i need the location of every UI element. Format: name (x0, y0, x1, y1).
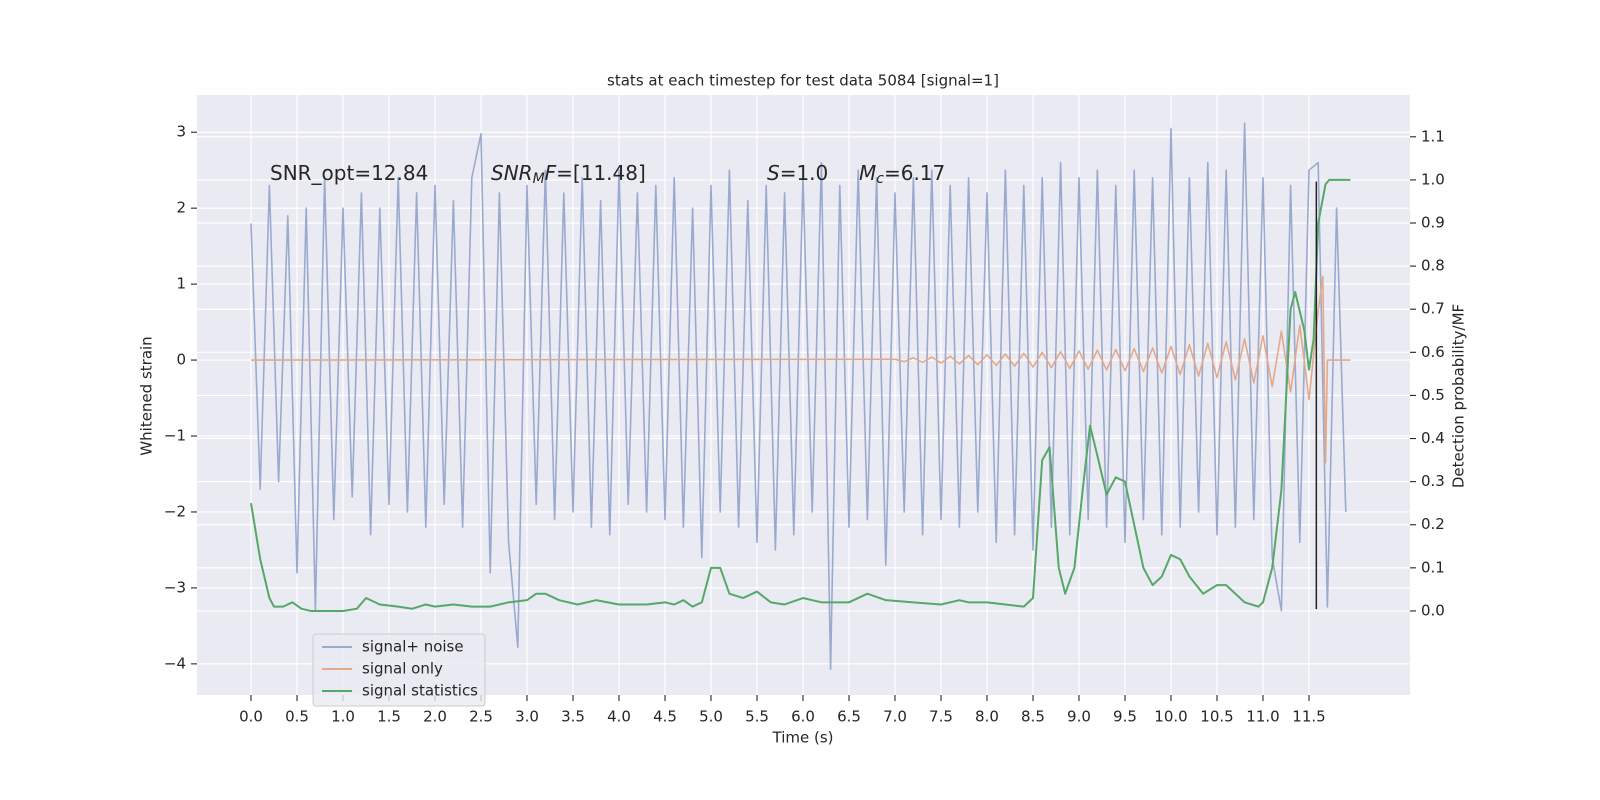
x-tick-label: 0.5 (285, 708, 309, 726)
annotation-part: SNR (491, 161, 533, 185)
y2-tick-label: 0.6 (1421, 343, 1445, 361)
x-tick-label: 5.5 (745, 708, 769, 726)
annotation: SNRMF=[11.48] (491, 161, 646, 188)
y2-tick-label: 1.1 (1421, 127, 1445, 145)
x-tick-label: 1.0 (331, 708, 355, 726)
legend-label: signal only (362, 660, 443, 678)
y-tick-label: 2 (176, 199, 186, 217)
x-tick-label: 11.0 (1246, 708, 1279, 726)
marks (250, 122, 1351, 670)
y-axis-label: Whitened strain (138, 336, 156, 455)
legend: signal+ noise signal only signal statistic… (312, 633, 486, 707)
y2-tick-label: 1.0 (1421, 170, 1445, 188)
y2-tick-label: 0.8 (1421, 257, 1445, 275)
ticks: 0.0 0.5 1.0 1.5 2.0 2.5 3.0 3.5 4.0 4.5 5.0 5.5 6.0 6… (164, 123, 1445, 726)
x-tick-label: 0.0 (239, 708, 263, 726)
x-tick-label: 10.5 (1200, 708, 1233, 726)
x-tick-label: 5.0 (699, 708, 723, 726)
y-tick-label: −2 (164, 502, 186, 520)
y-tick-label: 1 (176, 275, 186, 293)
y2-tick-label: 0.7 (1421, 300, 1445, 318)
y2-tick-label: 0.5 (1421, 386, 1445, 404)
annotation-part: F (545, 161, 557, 185)
x-tick-label: 6.5 (837, 708, 861, 726)
y2-tick-label: 0.3 (1421, 472, 1445, 490)
annotation: Mc=6.17 (859, 161, 945, 188)
x-axis-label: Time (s) (772, 729, 834, 747)
y2-tick-label: 0.2 (1421, 515, 1445, 533)
x-tick-label: 9.0 (1067, 708, 1091, 726)
y-tick-label: −1 (164, 427, 186, 445)
y2-axis-label: Detection probability/MF (1450, 304, 1468, 488)
y-tick-label: −3 (164, 578, 186, 596)
series-line (250, 178, 1351, 612)
x-tick-label: 2.5 (469, 708, 493, 726)
legend-label: signal statistics (362, 682, 478, 700)
x-tick-label: 8.0 (975, 708, 999, 726)
legend-label: signal+ noise (362, 638, 464, 656)
x-tick-label: 11.5 (1292, 708, 1325, 726)
y-tick-label: −4 (164, 654, 186, 672)
x-tick-label: 4.0 (607, 708, 631, 726)
y2-tick-label: 0.4 (1421, 429, 1445, 447)
legend-box (312, 633, 486, 707)
annotation-part: =1.0 (780, 161, 829, 185)
x-tick-label: 10.0 (1154, 708, 1187, 726)
annotation: SNR_opt=12.84 (270, 161, 428, 185)
x-tick-label: 1.5 (377, 708, 401, 726)
x-tick-label: 3.5 (561, 708, 585, 726)
annotation-part: c (876, 171, 884, 187)
y2-tick-label: 0.0 (1421, 601, 1445, 619)
series-line (250, 275, 1351, 464)
y-tick-label: 0 (176, 351, 186, 369)
annotation: S=1.0 (767, 161, 828, 185)
x-tick-label: 6.0 (791, 708, 815, 726)
y2-tick-label: 0.9 (1421, 214, 1445, 232)
x-tick-label: 3.0 (515, 708, 539, 726)
x-tick-label: 8.5 (1021, 708, 1045, 726)
annotation-part: SNR_opt=12.84 (270, 161, 428, 185)
x-tick-label: 2.0 (423, 708, 447, 726)
y2-tick-label: 0.1 (1421, 558, 1445, 576)
annotations: SNR_opt=12.84 SNRMF=[11.48] S=1.0 Mc=6.17 (270, 161, 945, 188)
x-tick-label: 7.0 (883, 708, 907, 726)
annotation-part: M (859, 161, 876, 185)
series-line (250, 122, 1347, 670)
annotation-part: =[11.48] (556, 161, 646, 185)
annotation-part: =6.17 (884, 161, 945, 185)
annotation-part: S (767, 161, 780, 185)
x-tick-label: 9.5 (1113, 708, 1137, 726)
chart-title: stats at each timestep for test data 508… (607, 72, 999, 90)
x-tick-label: 4.5 (653, 708, 677, 726)
x-tick-label: 7.5 (929, 708, 953, 726)
annotation-part: M (533, 171, 545, 187)
y-tick-label: 3 (176, 123, 186, 141)
